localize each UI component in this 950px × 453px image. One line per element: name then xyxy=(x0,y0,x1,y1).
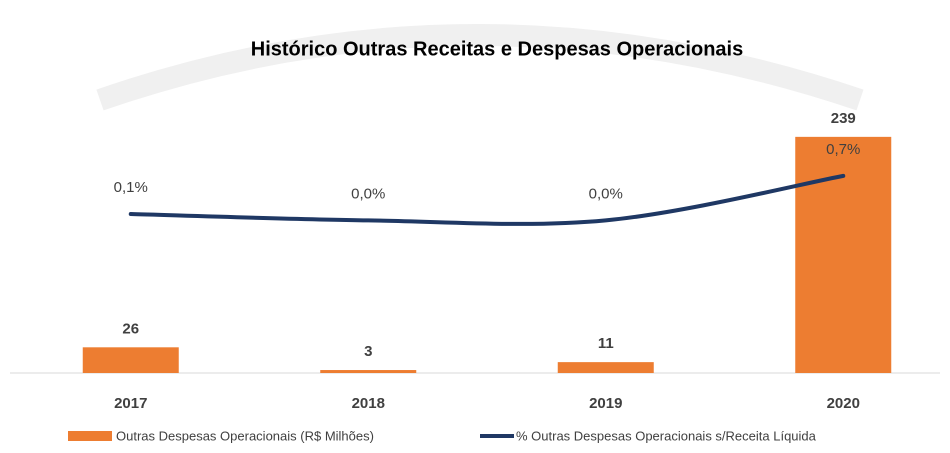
chart-title: Histórico Outras Receitas e Despesas Ope… xyxy=(251,38,743,60)
bar xyxy=(320,370,417,373)
x-tick-label: 2018 xyxy=(352,395,385,412)
bar xyxy=(795,136,892,373)
line-value-label: 0,0% xyxy=(589,185,623,202)
legend-label: Outras Despesas Operacionais (R$ Milhões… xyxy=(116,428,374,443)
x-tick-label: 2017 xyxy=(114,395,147,412)
line-value-label: 0,7% xyxy=(826,141,860,158)
bar-value-label: 11 xyxy=(598,335,614,352)
line-value-label: 0,0% xyxy=(351,185,385,202)
bar xyxy=(557,362,654,373)
line-value-label: 0,1% xyxy=(114,179,148,196)
background-arc xyxy=(96,24,864,111)
bar-value-label: 3 xyxy=(364,343,372,360)
bar xyxy=(82,347,179,373)
legend-swatch xyxy=(68,431,112,441)
line xyxy=(128,173,846,226)
bar-value-label: 26 xyxy=(122,320,139,337)
bar-value-label: 239 xyxy=(831,110,856,127)
x-tick-label: 2020 xyxy=(827,395,860,412)
legend-label: % Outras Despesas Operacionais s/Receita… xyxy=(516,428,817,443)
x-tick-label: 2019 xyxy=(589,395,622,412)
